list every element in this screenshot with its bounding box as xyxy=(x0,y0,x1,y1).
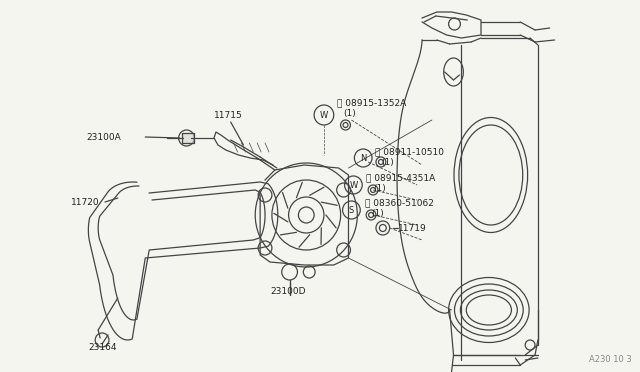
Text: (1): (1) xyxy=(373,183,386,192)
Text: 11715: 11715 xyxy=(214,110,243,119)
Text: S: S xyxy=(349,205,354,215)
Text: W: W xyxy=(349,180,358,189)
Text: 23100D: 23100D xyxy=(270,288,305,296)
Text: A230 10 3: A230 10 3 xyxy=(589,356,632,365)
Text: 23164: 23164 xyxy=(88,343,117,353)
Text: N: N xyxy=(360,154,366,163)
Text: (1): (1) xyxy=(381,157,394,167)
Text: 23100A: 23100A xyxy=(86,132,121,141)
Text: Ⓦ 08915-4351A: Ⓦ 08915-4351A xyxy=(366,173,435,183)
Text: (1): (1) xyxy=(344,109,356,118)
Text: Ⓦ 08915-1352A: Ⓦ 08915-1352A xyxy=(337,99,406,108)
Text: ⓝ 08911-10510: ⓝ 08911-10510 xyxy=(375,148,444,157)
Text: 11719: 11719 xyxy=(397,224,426,232)
Text: W: W xyxy=(320,110,328,119)
Text: 11720: 11720 xyxy=(70,198,99,206)
Text: Ⓢ 08360-51062: Ⓢ 08360-51062 xyxy=(365,199,434,208)
Text: (1): (1) xyxy=(371,208,384,218)
